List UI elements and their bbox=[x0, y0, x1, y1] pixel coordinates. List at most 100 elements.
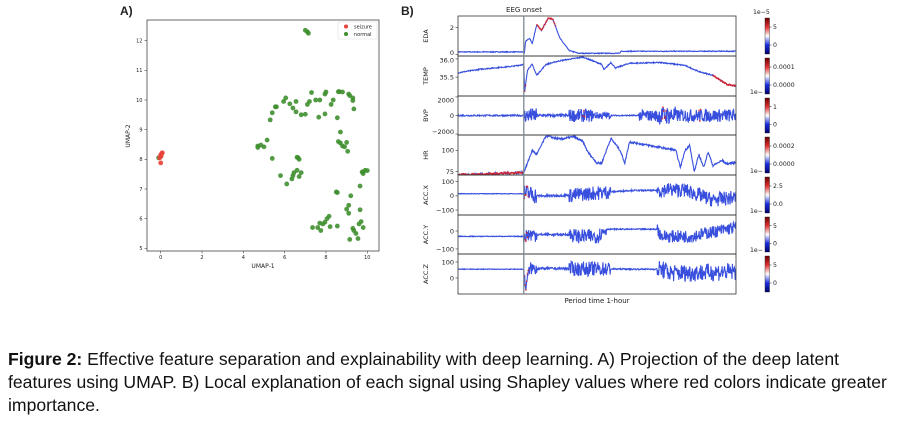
y-tick-label: 12 bbox=[136, 38, 142, 44]
colorbar-exponent-label: 1e− bbox=[750, 208, 763, 215]
y-tick-label: −100 bbox=[436, 245, 454, 253]
high-importance-point bbox=[665, 109, 668, 112]
y-tick-label: 2000 bbox=[437, 97, 454, 105]
high-importance-point bbox=[544, 23, 546, 26]
bvp-trace bbox=[458, 106, 736, 125]
legend-seizure: seizure bbox=[354, 25, 372, 31]
normal-point bbox=[281, 99, 287, 104]
normal-point bbox=[357, 207, 363, 213]
signal-row-acc-x: 100 0 −100 ACC.X 2.5 0.0 1e− bbox=[422, 174, 783, 216]
high-importance-point bbox=[537, 25, 540, 28]
colorbar-tick-label: 0.0002 bbox=[773, 143, 795, 150]
colorbar bbox=[764, 97, 770, 134]
colorbar-tick-label: 0 bbox=[773, 42, 777, 49]
high-importance-point bbox=[527, 269, 530, 272]
normal-point bbox=[353, 231, 359, 236]
normal-point bbox=[267, 117, 273, 123]
caption-text: Effective feature separation and explain… bbox=[8, 349, 887, 415]
high-importance-point bbox=[481, 172, 484, 175]
signal-label: BVP bbox=[422, 109, 430, 122]
high-importance-point bbox=[525, 193, 527, 196]
normal-point bbox=[322, 111, 328, 117]
normal-point bbox=[294, 167, 300, 173]
colorbar bbox=[764, 216, 770, 253]
x-tick-label: 0 bbox=[159, 255, 162, 261]
normal-point bbox=[296, 156, 302, 162]
normal-point bbox=[264, 137, 270, 143]
x-tick-label: 6 bbox=[283, 255, 286, 261]
colorbar-tick-label: 0.0000 bbox=[773, 82, 795, 89]
colorbar-tick-label: 0 bbox=[773, 121, 777, 128]
eda-trace bbox=[458, 17, 736, 55]
subplot-frame bbox=[457, 253, 737, 295]
high-importance-point bbox=[526, 272, 529, 275]
temp-trace bbox=[458, 56, 736, 92]
colorbar-tick-label: 0 bbox=[773, 280, 777, 287]
normal-point bbox=[298, 112, 304, 118]
umap-scatter-panel: A) 0 2 4 6 8 10 5 6 7 8 9 10 11 12 UMAP-1 UMAP-2 seiz… bbox=[120, 4, 380, 270]
x-axis-label: Period time 1-hour bbox=[564, 297, 629, 305]
high-importance-point bbox=[526, 236, 529, 239]
acc.x-trace bbox=[458, 183, 736, 207]
high-importance-point bbox=[542, 26, 545, 29]
high-importance-point bbox=[525, 231, 528, 234]
normal-point bbox=[322, 219, 328, 225]
caption-label: Figure 2: bbox=[8, 349, 83, 369]
high-importance-point bbox=[698, 109, 700, 112]
normal-point bbox=[346, 210, 352, 216]
y-tick-label: 0 bbox=[450, 49, 454, 57]
high-importance-point bbox=[524, 238, 527, 241]
normal-point bbox=[344, 140, 350, 145]
normal-point bbox=[273, 104, 279, 110]
figure-caption: Figure 2: Effective feature separation a… bbox=[8, 348, 903, 417]
high-importance-point bbox=[525, 240, 527, 243]
trace-group bbox=[458, 106, 736, 125]
normal-point bbox=[307, 99, 312, 104]
y-tick-label: 6 bbox=[139, 216, 142, 222]
subplot-frame bbox=[457, 15, 737, 57]
y-tick-label: 0 bbox=[450, 112, 454, 120]
high-importance-point bbox=[552, 18, 554, 21]
signal-row-hr: 100 75 HR 0.0002 0.0000 1e− bbox=[422, 134, 795, 176]
x-tick-label: 2 bbox=[200, 255, 203, 261]
normal-point bbox=[342, 144, 347, 150]
colorbar-exponent-label: 1e− bbox=[750, 89, 763, 96]
normal-point bbox=[296, 174, 302, 179]
eeg-onset-label: EEG onset bbox=[506, 6, 542, 14]
y-tick-label: 9 bbox=[139, 127, 142, 133]
normal-point bbox=[326, 213, 332, 219]
seizure-point bbox=[157, 155, 163, 161]
colorbar-tick-label: 1 bbox=[773, 104, 777, 111]
trace-group bbox=[458, 220, 736, 244]
normal-point bbox=[364, 168, 370, 173]
normal-point bbox=[345, 148, 351, 154]
y-axis-label: UMAP-2 bbox=[125, 124, 132, 147]
normal-point bbox=[278, 173, 283, 179]
y-tick-label: 36.0 bbox=[440, 57, 454, 65]
high-importance-point bbox=[663, 117, 666, 120]
high-importance-point bbox=[541, 27, 544, 30]
legend-normal-marker bbox=[344, 32, 348, 36]
normal-point bbox=[269, 156, 275, 161]
colorbar bbox=[764, 176, 770, 214]
normal-point bbox=[306, 30, 311, 36]
normal-point bbox=[346, 202, 352, 208]
acc.z-trace bbox=[458, 259, 736, 290]
normal-point bbox=[334, 190, 340, 195]
normal-point bbox=[318, 228, 324, 233]
trace-group bbox=[458, 135, 736, 175]
colorbar-tick-label: 5 bbox=[773, 24, 777, 31]
y-tick-label: 35.5 bbox=[440, 73, 454, 81]
hr-trace bbox=[458, 135, 736, 175]
colorbar-tick-label: 2.5 bbox=[773, 183, 783, 190]
normal-point bbox=[355, 236, 361, 241]
high-importance-point bbox=[524, 284, 527, 287]
y-tick-label: 8 bbox=[139, 157, 142, 163]
panel-a-label: A) bbox=[120, 4, 133, 18]
high-importance-point bbox=[582, 109, 585, 112]
high-importance-point bbox=[527, 195, 530, 198]
x-tick-label: 8 bbox=[324, 255, 327, 261]
y-tick-label: 100 bbox=[442, 147, 454, 155]
